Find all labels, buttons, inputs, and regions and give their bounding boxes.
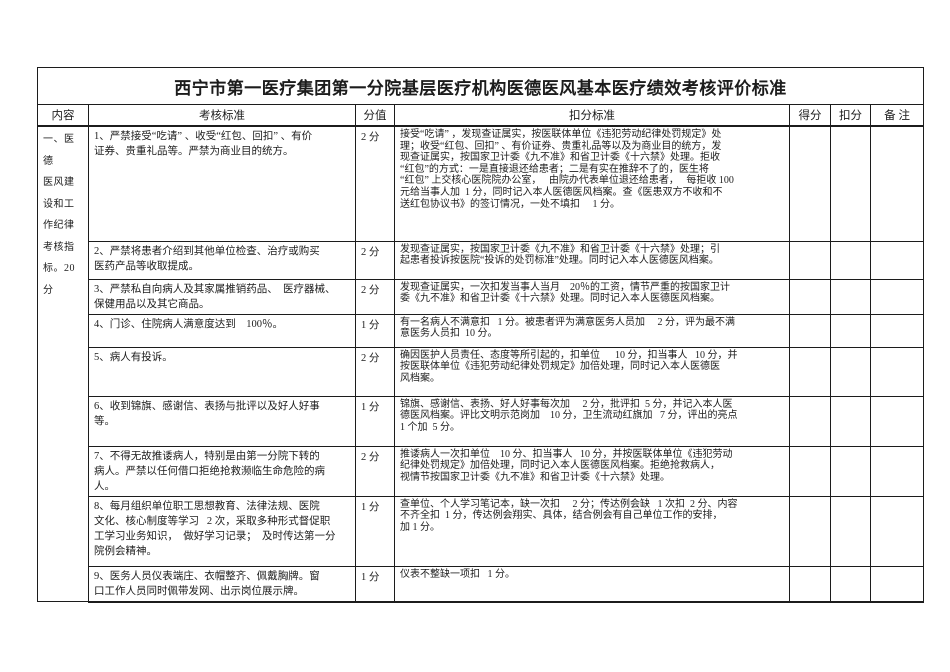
gained-cell [789, 495, 831, 567]
page-title: 西宁市第一医疗集团第一分院基层医疗机构医德医风基本医疗绩效考核评价标准 [36, 67, 925, 105]
title-row: 西宁市第一医疗集团第一分院基层医疗机构医德医风基本医疗绩效考核评价标准 [36, 67, 925, 105]
col-header-deducted: 扣分 [830, 104, 871, 127]
score-cell: 2 分 [355, 125, 395, 242]
gained-cell [789, 395, 831, 447]
criteria-cell: 5、病人有投诉。 [88, 346, 356, 397]
col-header-score: 分值 [355, 104, 395, 127]
category-cell: 一、医德 医风建 设和工 作纪律 考核指 标。20 分 [37, 125, 89, 602]
criteria-cell: 3、严禁私自向病人及其家属推销药品、 医疗器械、 保健用品以及其它商品。 [88, 278, 356, 315]
score-cell: 1 分 [355, 565, 395, 603]
table-row: 6、收到锦旗、感谢信、表扬与批评以及好人好事 等。 1 分 锦旗、感谢信、表扬、… [38, 395, 925, 447]
remark-cell [869, 395, 925, 447]
remark-cell [869, 346, 925, 397]
assessment-table: 西宁市第一医疗集团第一分院基层医疗机构医德医风基本医疗绩效考核评价标准 内容 考… [36, 67, 925, 603]
gained-cell [789, 445, 831, 497]
deducted-cell [830, 278, 871, 315]
criteria-cell: 8、每月组织单位职工思想教育、法律法规、医院 文化、核心制度等学习 2 次，采取… [88, 495, 356, 567]
remark-cell [869, 445, 925, 497]
table-row: 一、医德 医风建 设和工 作纪律 考核指 标。20 分 1、严禁接受“吃请” 、… [37, 125, 925, 602]
gained-cell [789, 313, 831, 348]
deduction-cell: 仪表不整缺一项扣 1 分。 [394, 565, 790, 603]
criteria-cell: 4、门诊、住院病人满意度达到 100％。 [88, 313, 356, 348]
remark-cell [869, 240, 925, 280]
col-header-criteria: 考核标准 [88, 104, 356, 127]
gained-cell [789, 346, 831, 397]
criteria-cell: 9、医务人员仪表端庄、衣帽整齐、佩戴胸牌。窗 口工作人员同时佩带发网、出示岗位展… [88, 565, 356, 603]
deduction-cell: 查单位、个人学习笔记本，缺一次扣 2 分；传达例会缺 1 次扣 2 分、内容 不… [394, 495, 790, 567]
col-header-content: 内容 [37, 104, 89, 127]
deducted-cell [830, 346, 871, 397]
deduction-cell: 锦旗、感谢信、表扬、好人好事每次加 2 分，批评扣 5 分，并记入本人医 德医风… [394, 395, 790, 447]
score-cell: 2 分 [355, 445, 395, 497]
col-header-deduction: 扣分标准 [394, 104, 790, 127]
table-row: 7、不得无故推诿病人，特别是由第一分院下转的 病人。严禁以任何借口拒绝抢救濒临生… [38, 445, 925, 497]
remark-cell [869, 495, 925, 567]
gained-cell [789, 240, 831, 280]
criteria-cell: 6、收到锦旗、感谢信、表扬与批评以及好人好事 等。 [88, 395, 356, 447]
col-header-remark: 备 注 [869, 104, 925, 127]
table-row: 2、严禁将患者介绍到其他单位检查、治疗或购买 医药产品等收取提成。 2 分 发现… [38, 240, 925, 280]
remark-cell [869, 125, 925, 242]
deducted-cell [830, 313, 871, 348]
criteria-cell: 1、严禁接受“吃请” 、收受“红包、回扣” 、有价 证券、贵重礼品等。严禁为商业… [88, 125, 356, 242]
gained-cell [789, 278, 831, 315]
deducted-cell [830, 565, 871, 603]
remark-cell [869, 313, 925, 348]
table-row: 8、每月组织单位职工思想教育、法律法规、医院 文化、核心制度等学习 2 次，采取… [38, 495, 925, 567]
gained-cell [789, 125, 831, 242]
remark-cell [869, 278, 925, 315]
table-row: 9、医务人员仪表端庄、衣帽整齐、佩戴胸牌。窗 口工作人员同时佩带发网、出示岗位展… [38, 565, 925, 603]
criteria-cell: 2、严禁将患者介绍到其他单位检查、治疗或购买 医药产品等收取提成。 [88, 240, 356, 280]
deduction-cell: 发现查证属实，按国家卫计委《九不准》和省卫计委《十六禁》处理；引 起患者投诉按医… [394, 240, 790, 280]
remark-cell [869, 565, 925, 603]
deducted-cell [830, 125, 871, 242]
gained-cell [789, 565, 831, 603]
score-cell: 2 分 [355, 346, 395, 397]
deduction-cell: 发现查证属实，一次扣发当事人当月 20％的工资，情节严重的按国家卫计 委《九不准… [394, 278, 790, 315]
deduction-cell: 接受“吃请” ，发现查证属实，按医联体单位《违犯劳动纪律处罚规定》处 理；收受“… [394, 125, 790, 242]
table-row: 3、严禁私自向病人及其家属推销药品、 医疗器械、 保健用品以及其它商品。 2 分… [38, 278, 925, 315]
deduction-cell: 确因医护人员责任、态度等所引起的，扣单位 10 分，扣当事人 10 分，并 按医… [394, 346, 790, 397]
score-cell: 2 分 [355, 240, 395, 280]
score-cell: 1 分 [355, 495, 395, 567]
column-header-row: 内容 考核标准 分值 扣分标准 得分 扣分 备 注 [37, 104, 925, 127]
deducted-cell [830, 240, 871, 280]
deducted-cell [830, 495, 871, 567]
score-cell: 2 分 [355, 278, 395, 315]
score-cell: 1 分 [355, 395, 395, 447]
deducted-cell [830, 395, 871, 447]
col-header-gained: 得分 [789, 104, 831, 127]
deducted-cell [830, 445, 871, 497]
score-cell: 1 分 [355, 313, 395, 348]
table-row: 5、病人有投诉。 2 分 确因医护人员责任、态度等所引起的，扣单位 10 分，扣… [38, 346, 925, 397]
criteria-cell: 7、不得无故推诿病人，特别是由第一分院下转的 病人。严禁以任何借口拒绝抢救濒临生… [88, 445, 356, 497]
deduction-cell: 有一名病人不满意扣 1 分。被患者评为满意医务人员加 2 分，评为最不满 意医务… [394, 313, 790, 348]
table-row: 4、门诊、住院病人满意度达到 100％。 1 分 有一名病人不满意扣 1 分。被… [38, 313, 925, 348]
deduction-cell: 推诿病人一次扣单位 10 分、扣当事人 10 分，并按医联体单位《违犯劳动 纪律… [394, 445, 790, 497]
